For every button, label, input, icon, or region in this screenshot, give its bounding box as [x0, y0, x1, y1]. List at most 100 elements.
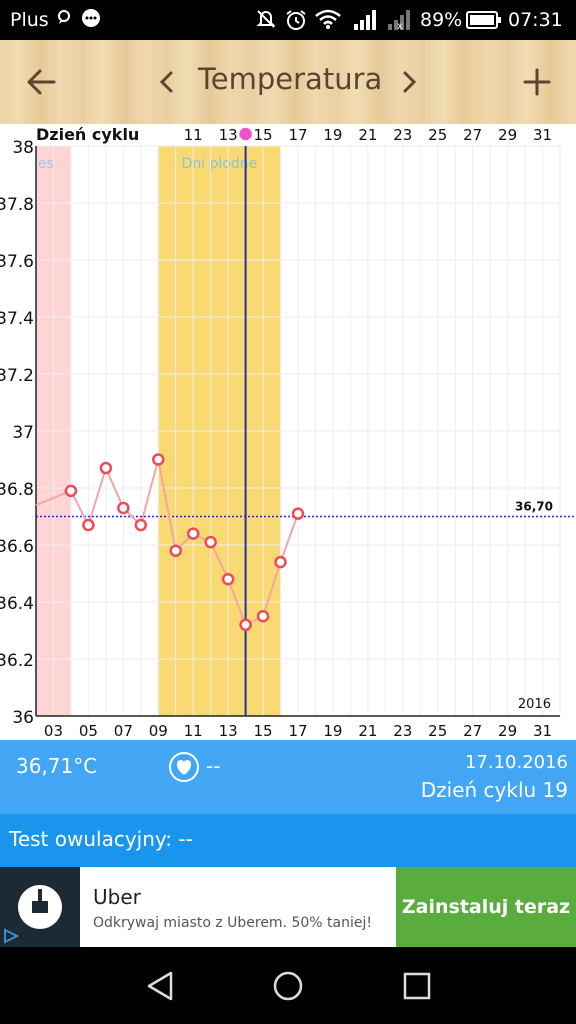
- signal-icon: [352, 9, 378, 36]
- page-title: Temperatura: [198, 62, 383, 96]
- selected-date: 17.10.2016: [464, 752, 568, 773]
- y-tick-label: 36.4: [0, 594, 34, 614]
- wifi-icon: [314, 8, 342, 35]
- temperature-point: [169, 544, 182, 557]
- chat-icon: [80, 8, 102, 35]
- top-axis-label: Dzień cyklu: [36, 125, 139, 144]
- adchoices-icon[interactable]: [2, 927, 20, 949]
- carrier-name: Plus: [10, 9, 49, 31]
- temperature-point: [64, 484, 78, 498]
- info-bar: 36,71°C -- 17.10.2016 Dzień cyklu 19: [0, 740, 576, 814]
- cycle-day: Dzień cyklu 19: [420, 778, 568, 802]
- top-tick-label: 11: [184, 126, 203, 144]
- y-tick-label: 36.6: [0, 537, 34, 557]
- clock-time: 07:31: [508, 9, 563, 31]
- toolbar: Temperatura: [0, 40, 576, 124]
- bottom-tick-label: 07: [114, 722, 133, 740]
- bottom-tick-label: 31: [533, 722, 552, 740]
- svg-text:x: x: [397, 21, 403, 31]
- top-tick-label: 15: [254, 126, 273, 144]
- bottom-tick-label: 05: [79, 722, 98, 740]
- ad-subtitle: Odkrywaj miasto z Uberem. 50% taniej!: [93, 915, 372, 931]
- y-tick-label: 36.8: [0, 480, 34, 500]
- y-tick-label: 38: [12, 138, 34, 158]
- nav-home-button[interactable]: [271, 969, 305, 1007]
- bottom-tick-label: 03: [44, 722, 63, 740]
- current-temperature: 36,71°C: [16, 754, 98, 778]
- y-tick-label: 37.2: [0, 366, 34, 386]
- bottom-tick-label: 11: [184, 722, 203, 740]
- top-tick-label: 23: [393, 126, 412, 144]
- top-tick-label: 25: [428, 126, 447, 144]
- temperature-point: [99, 461, 113, 475]
- ovulation-test-bar[interactable]: Test owulacyjny: --: [0, 814, 576, 867]
- heart-value: --: [206, 754, 221, 778]
- top-tick-label: 29: [498, 126, 517, 144]
- temperature-point: [204, 535, 217, 549]
- triangle-back-icon: [147, 971, 173, 1001]
- year-label: 2016: [518, 697, 551, 712]
- temperature-point: [134, 518, 148, 532]
- bottom-tick-label: 27: [463, 722, 482, 740]
- y-tick-label: 37.4: [0, 309, 34, 329]
- temperature-point: [117, 501, 130, 515]
- bottom-tick-label: 17: [288, 722, 307, 740]
- top-tick-label: 13: [219, 126, 238, 144]
- ad-banner[interactable]: Uber Odkrywaj miasto z Uberem. 50% tanie…: [0, 867, 576, 947]
- heart-icon[interactable]: [168, 751, 200, 787]
- alarm-icon: [284, 8, 308, 37]
- fertile-label: Dni płodne: [182, 156, 258, 172]
- message-bubble-icon: [56, 8, 72, 30]
- bottom-tick-label: 25: [428, 722, 447, 740]
- battery-icon: [466, 10, 502, 35]
- chart-canvas: es Dni płodne 36 36.2 36.4 36.6 36.8 37 37.2 37.4…: [0, 125, 576, 740]
- bottom-tick-label: 19: [323, 722, 342, 740]
- ovulation-test-label: Test owulacyjny: --: [9, 827, 193, 851]
- bottom-tick-label: 21: [358, 722, 377, 740]
- today-marker: [237, 126, 254, 142]
- nav-recents-button[interactable]: [400, 969, 434, 1007]
- bottom-tick-label: 13: [219, 722, 238, 740]
- next-cycle-button[interactable]: [392, 54, 428, 110]
- bottom-tick-label: 29: [498, 722, 517, 740]
- signal-no-sim-icon: x: [386, 9, 412, 36]
- chevron-left-icon: [159, 71, 173, 93]
- y-tick-label: 37.6: [0, 252, 34, 272]
- temperature-chart[interactable]: es Dni płodne 36 36.2 36.4 36.6 36.8 37 37.2 37.4…: [0, 124, 576, 740]
- y-tick-label: 36.2: [0, 651, 34, 671]
- status-bar: Plus x 89% 07:31: [0, 0, 576, 40]
- top-tick-label: 17: [288, 126, 307, 144]
- previous-cycle-button[interactable]: [148, 54, 184, 110]
- mute-icon: [255, 8, 277, 35]
- top-tick-label: 31: [533, 126, 552, 144]
- temperature-point: [274, 555, 287, 569]
- bottom-tick-label: 15: [254, 722, 273, 740]
- arrow-left-icon: [27, 69, 56, 95]
- top-tick-label: 19: [323, 126, 342, 144]
- temperature-point: [82, 518, 95, 532]
- ad-title: Uber: [93, 885, 141, 909]
- plus-icon: [523, 68, 551, 96]
- navigation-bar: [0, 947, 576, 1024]
- bottom-tick-label: 09: [149, 722, 168, 740]
- add-button[interactable]: [512, 54, 562, 110]
- y-tick-label: 36: [12, 708, 34, 728]
- temperature-point: [291, 507, 305, 520]
- bottom-tick-label: 23: [393, 722, 412, 740]
- temperature-point: [256, 610, 270, 623]
- top-tick-label: 21: [358, 126, 377, 144]
- temperature-point: [186, 527, 200, 540]
- temperature-point: [221, 572, 235, 586]
- y-tick-label: 37: [12, 423, 34, 443]
- temperature-point: [152, 453, 165, 466]
- reference-label: 36,70: [515, 500, 553, 514]
- chevron-right-icon: [403, 71, 417, 93]
- square-recents-icon: [403, 972, 431, 1000]
- nav-back-button[interactable]: [143, 969, 177, 1007]
- menses-label: es: [38, 156, 54, 172]
- install-button[interactable]: Zainstaluj teraz: [396, 867, 576, 947]
- battery-percent: 89%: [420, 9, 463, 31]
- back-button[interactable]: [16, 54, 66, 110]
- temperature-point: [239, 618, 252, 632]
- top-tick-label: 27: [463, 126, 482, 144]
